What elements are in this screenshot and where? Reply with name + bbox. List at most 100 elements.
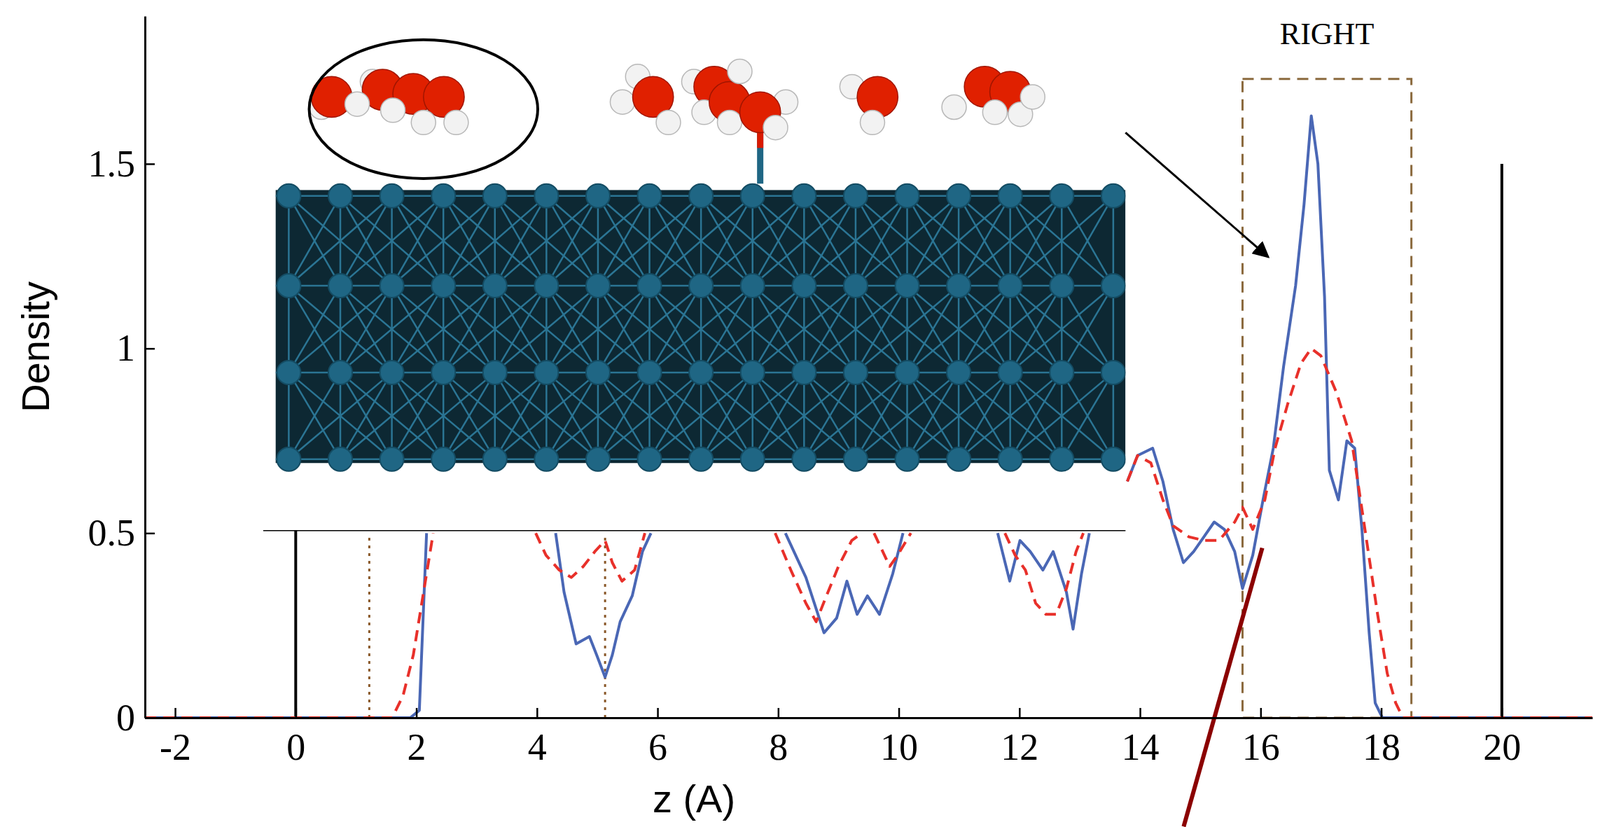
line-shape: [597, 285, 701, 373]
line-shape: [1010, 372, 1063, 460]
line-shape: [907, 196, 960, 286]
x-tick: 10: [880, 707, 918, 769]
line-shape: [546, 196, 650, 286]
line-shape: [855, 372, 908, 460]
line-shape: [1061, 372, 1114, 460]
line-shape: [597, 196, 650, 286]
line-shape: [392, 285, 444, 373]
circle-shape: [689, 360, 713, 385]
line-shape: [597, 285, 701, 373]
x-tick: 12: [1000, 707, 1039, 769]
line-shape: [649, 196, 702, 286]
x-axis-title: z (A): [652, 776, 736, 821]
x-tick-mark: [174, 707, 177, 718]
y-tick: 1.5: [88, 142, 156, 185]
circle-shape: [483, 447, 507, 472]
line-shape: [288, 372, 392, 460]
line-shape: [958, 285, 1011, 373]
line-shape: [546, 285, 650, 373]
circle-shape: [609, 89, 635, 115]
line-shape: [443, 285, 547, 373]
line-shape: [495, 285, 598, 373]
x-tick: 20: [1483, 707, 1521, 769]
circle-shape: [380, 447, 405, 472]
g-shape: [275, 196, 1126, 460]
line-shape: [855, 196, 959, 286]
reference-line: [368, 532, 371, 718]
circle-shape: [586, 447, 610, 472]
circle-shape: [859, 109, 885, 135]
line-shape: [752, 196, 805, 286]
circle-shape: [276, 184, 301, 208]
line-shape: [546, 285, 598, 373]
inset-illustration: [263, 39, 1126, 531]
line-shape: [700, 196, 804, 286]
line-shape: [392, 285, 496, 373]
circle-shape: [1049, 360, 1074, 385]
line-shape: [649, 285, 702, 373]
line-shape: [958, 196, 1062, 286]
line-shape: [752, 196, 856, 286]
line-shape: [855, 285, 908, 373]
line-shape: [392, 372, 496, 460]
circle-shape: [689, 184, 713, 208]
circle-shape: [727, 59, 753, 85]
x-tick: 14: [1121, 707, 1160, 769]
line-shape: [958, 372, 1062, 460]
line-shape: [855, 285, 908, 373]
circle-shape: [843, 360, 868, 385]
line-shape: [495, 285, 547, 373]
y-tick-label: 0: [116, 696, 136, 739]
y-tick: 0.5: [88, 511, 156, 554]
x-tick-label: 2: [407, 726, 427, 769]
line-shape: [287, 285, 290, 373]
x-tick: -2: [159, 707, 192, 769]
line-shape: [855, 372, 908, 460]
circle-shape: [740, 273, 765, 298]
circle-shape: [276, 360, 301, 385]
line-shape: [392, 285, 444, 373]
line-shape: [855, 196, 908, 286]
x-tick-mark: [295, 707, 298, 718]
y-tick-label: 0.5: [88, 511, 136, 554]
line-shape: [700, 285, 753, 373]
g-shape: [275, 184, 1126, 472]
line-shape: [288, 196, 392, 286]
line-shape: [1010, 285, 1114, 373]
line-shape: [597, 196, 701, 286]
x-tick-label: 12: [1000, 726, 1039, 769]
circle-shape: [328, 360, 353, 385]
line-shape: [907, 196, 1011, 286]
reference-line: [1500, 163, 1504, 718]
x-tick-label: 18: [1362, 726, 1401, 769]
line-shape: [288, 196, 392, 286]
line-shape: [803, 196, 856, 286]
circle-shape: [534, 184, 559, 208]
line-shape: [495, 372, 547, 460]
x-tick-mark: [898, 707, 901, 718]
x-tick-mark: [1501, 707, 1504, 718]
line-shape: [288, 372, 341, 460]
line-shape: [1112, 196, 1115, 286]
line-shape: [700, 285, 804, 373]
line-shape: [907, 196, 960, 286]
circle-shape: [328, 273, 353, 298]
line-shape: [907, 372, 1011, 460]
line-shape: [340, 285, 444, 373]
circle-shape: [637, 273, 662, 298]
line-shape: [958, 372, 1011, 460]
line-shape: [597, 196, 701, 286]
circle-shape: [1049, 184, 1074, 208]
circle-shape: [443, 109, 469, 135]
line-shape: [803, 285, 856, 373]
circle-shape: [946, 360, 971, 385]
line-shape: [288, 196, 341, 286]
line-shape: [700, 285, 753, 373]
circle-shape: [689, 273, 713, 298]
line-shape: [392, 196, 496, 286]
y-axis: 00.511.5: [88, 16, 156, 739]
circle-shape: [431, 273, 456, 298]
x-tick-label: 16: [1242, 726, 1280, 769]
circle-shape: [717, 109, 742, 135]
series-line: [144, 115, 1593, 718]
